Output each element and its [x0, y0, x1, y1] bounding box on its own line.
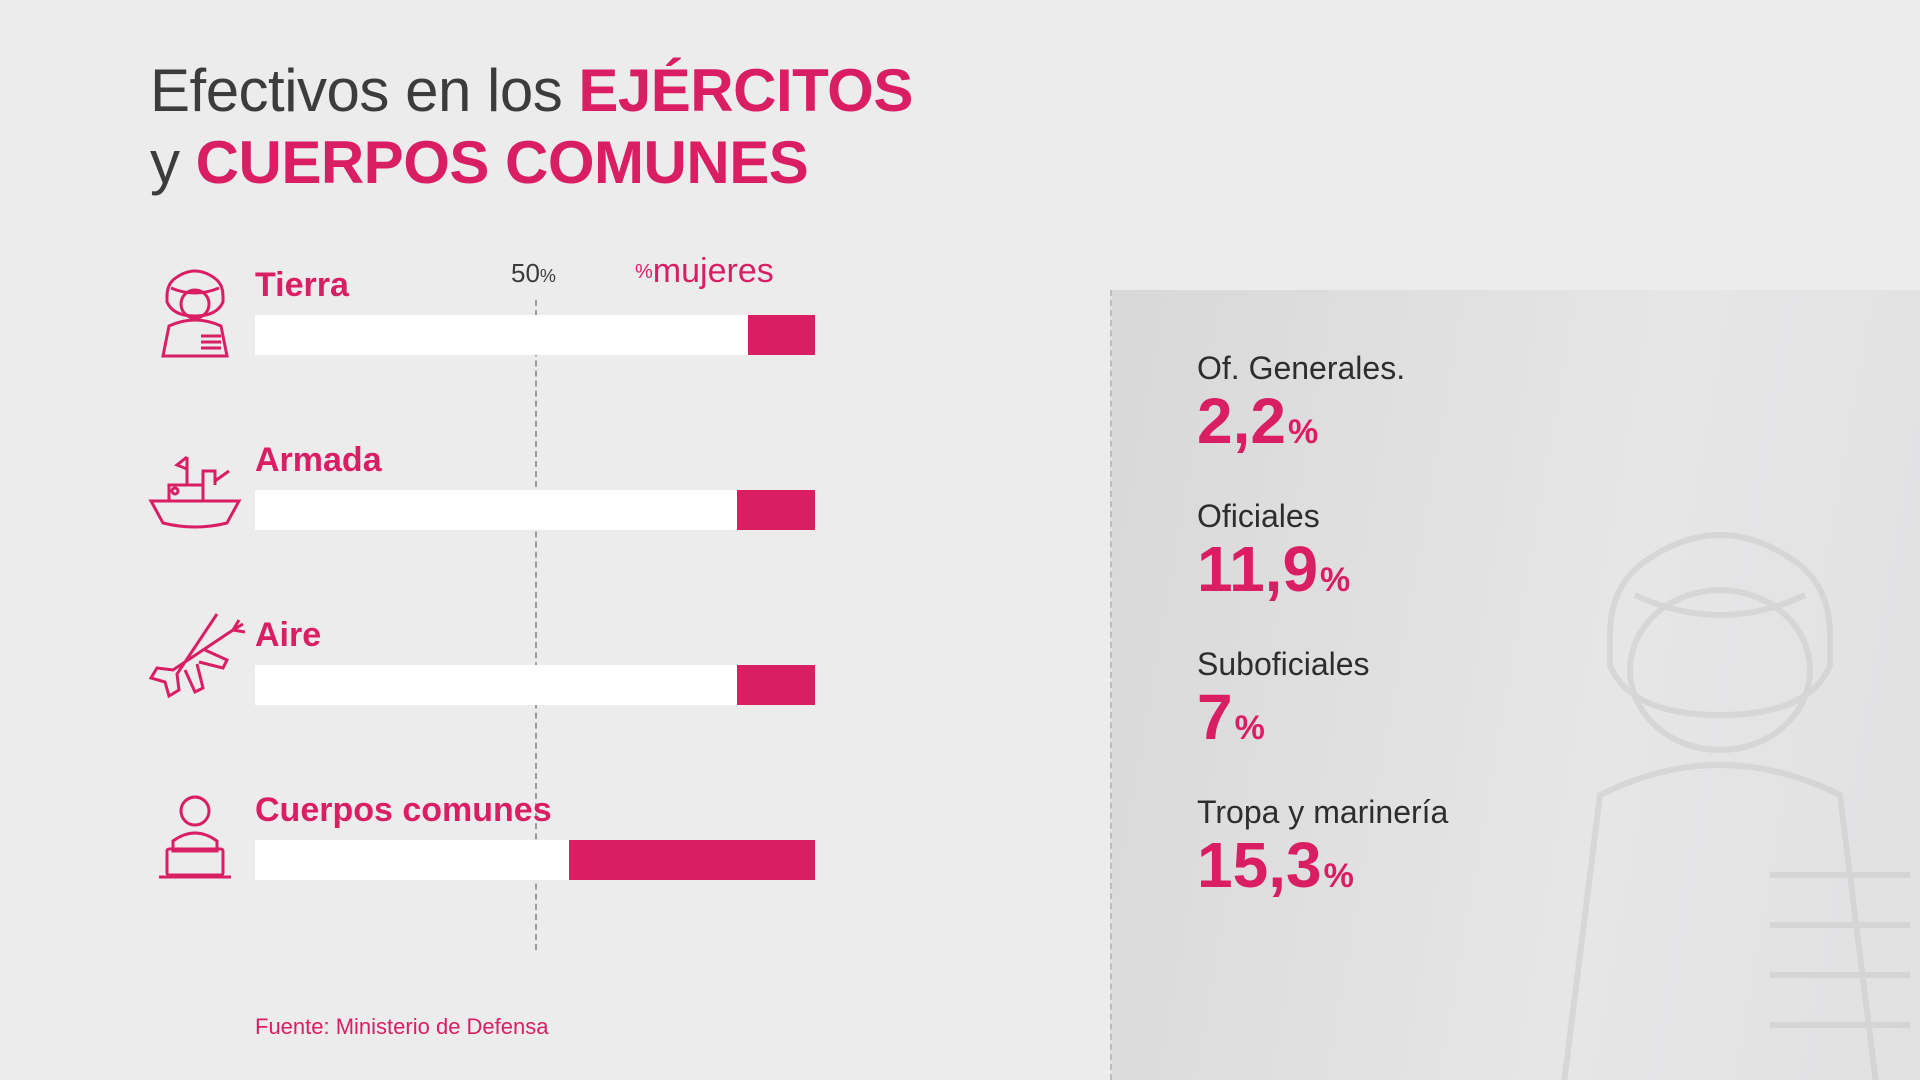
chart-bar-fill — [737, 665, 815, 705]
page-title: Efectivos en los EJÉRCITOS y CUERPOS COM… — [150, 55, 913, 199]
rank-stat-value: 2,2% — [1197, 389, 1920, 453]
chart-row-label: Cuerpos comunes — [255, 791, 900, 830]
title-line1-plain: Efectivos en los — [150, 57, 578, 124]
chart-bar-track — [255, 315, 815, 355]
title-line1-accent: EJÉRCITOS — [578, 57, 913, 124]
chart-row-label: Tierra — [255, 266, 900, 305]
chart-row: Cuerpos comunes — [140, 775, 900, 895]
rank-stat: Of. Generales. 2,2% — [1197, 350, 1920, 453]
chart-bar-track — [255, 840, 815, 880]
chart-bar-fill — [737, 490, 815, 530]
jet-icon — [140, 610, 250, 710]
chart-bar-track — [255, 490, 815, 530]
chart-row: Aire — [140, 600, 900, 720]
chart-bar-track — [255, 665, 815, 705]
title-line2-plain: y — [150, 129, 196, 196]
rank-stat-label: Of. Generales. — [1197, 350, 1920, 387]
laptop-person-icon — [140, 785, 250, 885]
soldier-icon — [140, 260, 250, 360]
chart-row: Armada — [140, 425, 900, 545]
chart-bar-fill — [748, 315, 815, 355]
soldier-silhouette-icon — [1480, 495, 1920, 1080]
chart-bar-fill — [569, 840, 815, 880]
title-line2-accent: CUERPOS COMUNES — [196, 129, 809, 196]
source-citation: Fuente: Ministerio de Defensa — [255, 1014, 549, 1040]
branches-bar-chart: Tierra Armada Aire — [140, 250, 900, 950]
chart-row-label: Aire — [255, 616, 900, 655]
chart-row-label: Armada — [255, 441, 900, 480]
ranks-stats-panel: Of. Generales. 2,2% Oficiales 11,9% Subo… — [1110, 290, 1920, 1080]
ship-icon — [140, 435, 250, 535]
chart-row: Tierra — [140, 250, 900, 370]
